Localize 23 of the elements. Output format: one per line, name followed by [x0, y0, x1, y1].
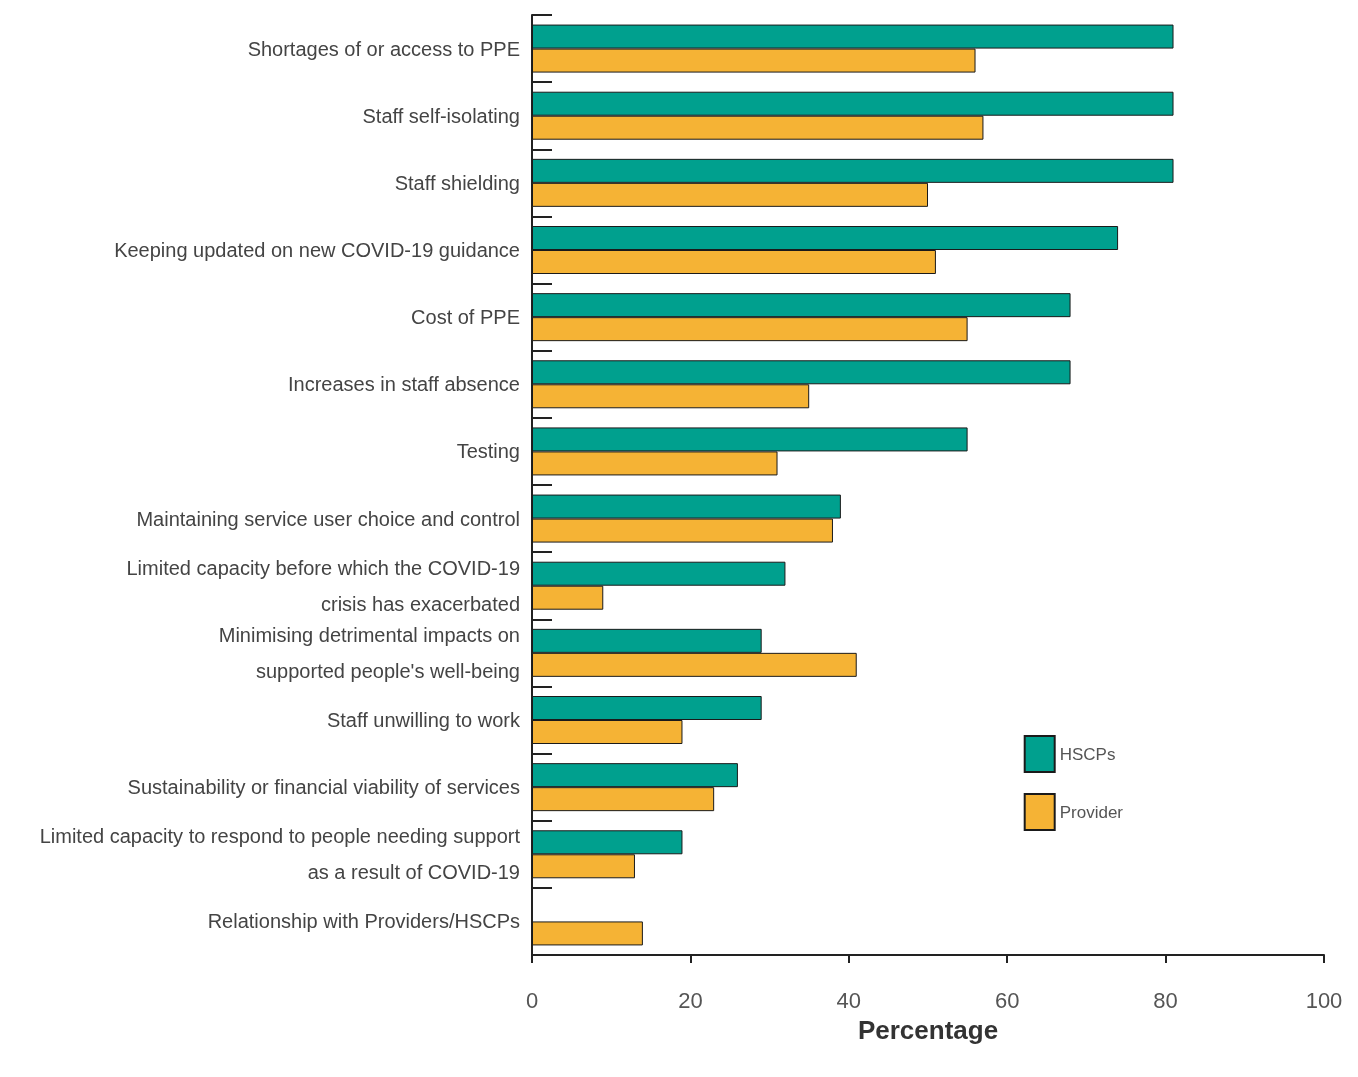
y-tick-label: Staff unwilling to work	[326, 709, 521, 731]
legend-label: Provider	[1059, 802, 1124, 822]
x-tick-label: 100	[1305, 987, 1343, 1013]
y-tick-label: Limited capacity before which the COVID-19 crisis has exacerbated	[126, 556, 520, 615]
x-axis-title: Percentage	[857, 1015, 999, 1045]
legend-label: HSCPs	[1059, 744, 1116, 764]
y-tick-label: Sustainability or financial viability of services	[127, 776, 520, 799]
x-tick-label: 40	[836, 987, 862, 1013]
x-tick-label: 60	[994, 987, 1020, 1013]
y-tick-label: Shortages of or access to PPE	[247, 37, 520, 60]
y-tick-label: Staff shielding	[394, 171, 520, 194]
x-tick-label: 80	[1153, 987, 1178, 1013]
y-tick-label: Minimising detrimental impacts on supported people's well-being	[218, 623, 520, 682]
y-tick-label: Keeping updated on new COVID-19 guidance	[114, 239, 520, 261]
y-tick-label: Testing	[456, 440, 520, 463]
y-tick-label: Relationship with Providers/HSCPs	[207, 910, 520, 933]
y-tick-label: Cost of PPE	[411, 306, 520, 329]
y-tick-label: Increases in staff absence	[288, 373, 520, 396]
y-tick-label: Staff self-isolating	[362, 104, 520, 127]
x-tick-label: 0	[525, 987, 539, 1013]
x-tick-label: 20	[678, 987, 703, 1013]
y-tick-label: Limited capacity to respond to people needing support as a result of COVID-19	[39, 825, 521, 884]
y-tick-label: Maintaining service user choice and control	[136, 507, 520, 530]
